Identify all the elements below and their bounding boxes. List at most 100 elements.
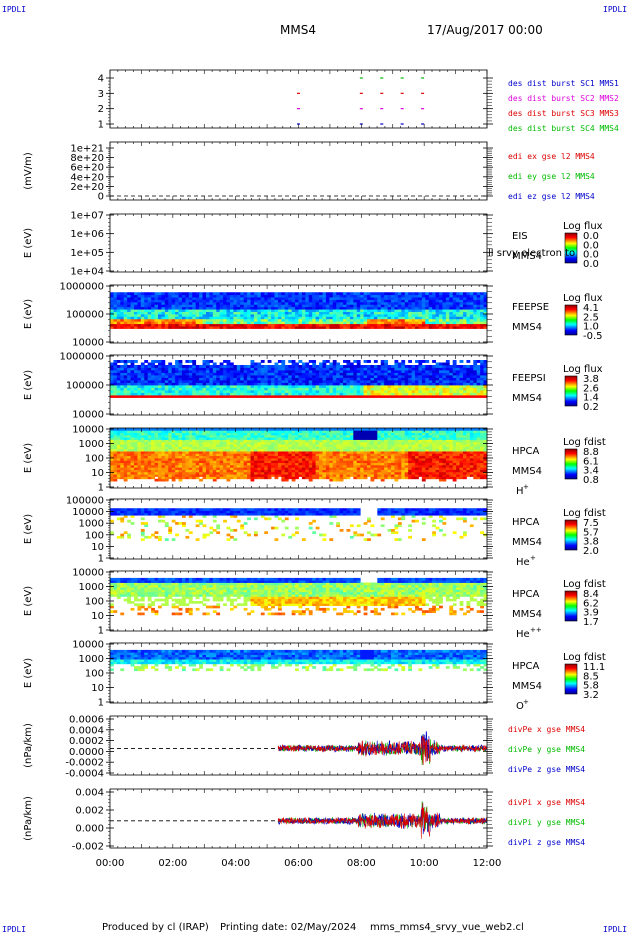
hpca_h-cell (223, 474, 227, 477)
hpca_h-cell (157, 430, 162, 434)
hpca_h-cell (205, 464, 210, 468)
feepse-cell (161, 297, 166, 300)
hpca_h-cell (233, 439, 238, 443)
feepsi-cell (391, 385, 395, 388)
feepsi-cell (116, 382, 121, 386)
feepsi-cell (322, 367, 327, 371)
feepsi-cell (236, 387, 241, 391)
feepsi-cell (277, 392, 282, 396)
feepse-cell (391, 321, 395, 325)
feepsi-cell (343, 392, 347, 396)
feepse-cell (322, 321, 327, 325)
feepsi-cell (147, 387, 152, 391)
feepsi-cell (346, 360, 351, 363)
feepsi-cell (445, 390, 450, 393)
feepse-cell (247, 294, 251, 298)
feepse-cell (144, 311, 149, 315)
hpca_h-cell (257, 460, 262, 464)
feepse-cell (144, 301, 149, 305)
feepsi-cell (353, 372, 358, 376)
feepsi-cell (363, 372, 368, 376)
feepse-cell (404, 316, 409, 320)
hpca_h-cell (212, 460, 217, 464)
feepse-cell (449, 316, 454, 320)
feepsi-cell (219, 390, 224, 393)
feepsi-cell (432, 390, 436, 393)
feepse-cell (346, 309, 351, 312)
feepsi-cell (212, 362, 217, 366)
feepsi-cell (137, 372, 142, 376)
feepse-cell (195, 292, 200, 296)
feepse-cell (312, 301, 317, 305)
hpca_h-cell (195, 428, 200, 431)
feepsi-cell (157, 370, 162, 373)
feepsi-cell (421, 387, 426, 391)
feepse-cell (229, 292, 234, 296)
feepsi-cell (343, 390, 347, 393)
feepsi-cell (404, 387, 409, 391)
feepsi-cell (192, 380, 197, 383)
feepse-cell (120, 316, 125, 320)
feepsi-cell (463, 375, 467, 378)
feepse-cell (127, 318, 131, 322)
feepse-cell (339, 306, 344, 310)
feepsi-cell (401, 380, 406, 383)
feepse-cell (188, 301, 193, 305)
feepse-cell (329, 311, 334, 315)
feepsi-cell (240, 377, 245, 381)
feepse-cell (147, 306, 152, 310)
feepse-cell (377, 304, 382, 308)
feepse-cell (332, 326, 337, 329)
feepse-cell (120, 323, 125, 327)
feepse-cell (308, 314, 313, 317)
feepsi-cell (349, 392, 354, 396)
feepse-cell (267, 294, 272, 298)
feepsi-cell (346, 375, 351, 378)
feepsi-cell (250, 375, 255, 378)
hpca_h-cell (123, 430, 128, 434)
hpca_h-cell (116, 460, 121, 464)
feepsi-cell (332, 385, 337, 388)
feepse-cell (171, 326, 176, 329)
feepsi-cell (168, 387, 173, 391)
feepsi-cell (432, 387, 436, 391)
hpca_h-cell (175, 441, 179, 445)
feepsi-cell (394, 392, 399, 396)
feepsi-cell (171, 367, 176, 371)
hpca_h-cell (127, 439, 131, 443)
feepse-cell (157, 326, 162, 329)
feepse-cell (421, 323, 426, 327)
hpca_h-cell (181, 474, 186, 477)
feepsi-cell (319, 370, 323, 373)
feepse-cell (267, 301, 272, 305)
feepse-cell (113, 294, 118, 298)
feepse-cell (277, 323, 282, 327)
feepsi-cell (168, 392, 173, 396)
feepsi-cell (404, 370, 409, 373)
feepsi-cell (188, 377, 193, 381)
feepsi-cell (319, 387, 323, 391)
feepsi-cell (432, 372, 436, 376)
feepse-cell (418, 306, 423, 310)
feepsi-cell (349, 372, 354, 376)
feepse-cell (428, 304, 433, 308)
feepsi-cell (267, 387, 272, 391)
feepsi-cell (168, 395, 173, 398)
feepsi-cell (110, 392, 114, 396)
feepse-cell (123, 309, 128, 312)
feepsi-cell (219, 375, 224, 378)
hpca_h-cell (192, 458, 197, 461)
hpca_h-cell (157, 432, 162, 436)
feepsi-cell (305, 390, 310, 393)
feepsi-cell (240, 367, 245, 371)
feepsi-cell (164, 377, 169, 381)
feepse-cell (185, 321, 190, 325)
feepsi-cell (391, 377, 395, 381)
feepsi-cell (195, 370, 200, 373)
feepse-cell (329, 297, 334, 300)
feepse-cell (404, 309, 409, 312)
feepse-cell (223, 304, 227, 308)
feepse-cell (418, 299, 423, 303)
feepsi-cell (336, 370, 341, 373)
hpca_h-cell (171, 476, 176, 480)
